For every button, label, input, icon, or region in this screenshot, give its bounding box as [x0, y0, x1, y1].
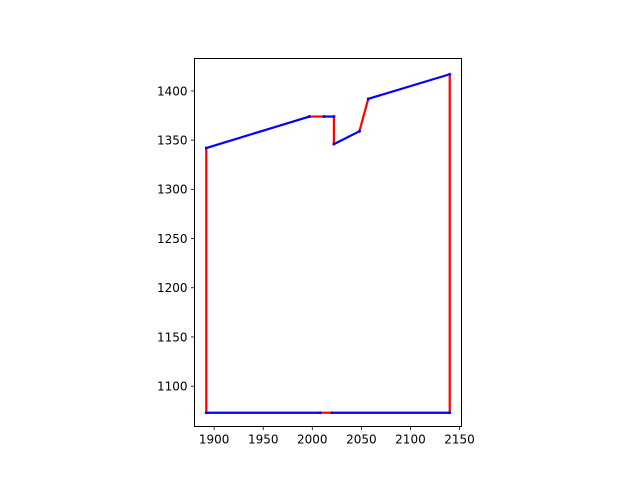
y-tick-label: 1300 — [157, 183, 188, 197]
vertex-point — [322, 115, 326, 118]
segment-blue-0 — [205, 115, 310, 150]
vertex-point — [448, 72, 452, 76]
x-tick-label: 2050 — [346, 433, 377, 447]
vertex-point — [204, 411, 208, 415]
vertex-point — [358, 129, 361, 133]
vertex-point — [204, 146, 208, 150]
segment-red-5 — [358, 98, 370, 132]
y-tick-label: 1400 — [157, 84, 188, 98]
vertex-point — [366, 97, 370, 101]
x-axis: 1900 1950 2000 2050 2100 2150 — [199, 426, 475, 447]
y-axis: 1100 1150 1200 1250 1300 1350 1400 — [157, 84, 195, 393]
y-tick-label: 1200 — [157, 281, 188, 295]
axes-frame — [194, 58, 462, 427]
vertex-point — [307, 115, 311, 118]
segment-blue-6 — [367, 73, 451, 100]
segment-blue-4 — [333, 130, 360, 146]
x-tick-label: 1950 — [248, 433, 279, 447]
y-tick-label: 1100 — [157, 379, 188, 393]
vertex-point — [318, 411, 322, 415]
x-tick-label: 2000 — [297, 433, 328, 447]
vertex-point — [330, 411, 334, 415]
y-tick-label: 1250 — [157, 232, 188, 246]
x-tick-label: 1900 — [199, 433, 230, 447]
vertex-point — [448, 411, 452, 415]
vertex-point — [332, 115, 336, 118]
vertex-point — [332, 142, 336, 146]
x-tick-label: 2100 — [395, 433, 426, 447]
y-tick-label: 1350 — [157, 133, 188, 147]
plot-area — [204, 72, 452, 415]
y-tick-label: 1150 — [157, 330, 188, 344]
x-tick-label: 2150 — [444, 433, 475, 447]
